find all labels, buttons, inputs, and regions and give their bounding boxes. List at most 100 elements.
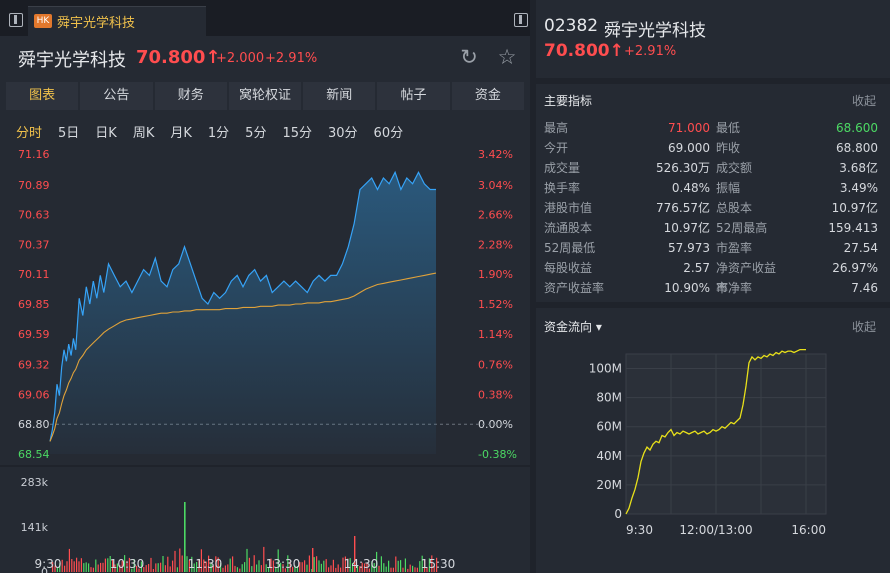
volume-bar xyxy=(383,563,385,572)
volume-bar xyxy=(380,556,382,572)
period-30min[interactable]: 30分 xyxy=(328,126,358,141)
tab-capital[interactable]: 资金 xyxy=(451,82,524,110)
time-tick-label: 10:30 xyxy=(110,557,145,571)
stock-change-pct: +2.91% xyxy=(265,51,318,66)
volume-bar xyxy=(388,560,390,572)
pct-tick-label: 3.42% xyxy=(478,148,513,161)
tab-strip: HK 舜宇光学科技 xyxy=(0,0,530,36)
volume-bar xyxy=(349,558,351,572)
time-tick-label: 11:30 xyxy=(188,557,223,571)
tab-warrants[interactable]: 窝轮权证 xyxy=(228,82,302,110)
period-1min[interactable]: 1分 xyxy=(207,126,230,141)
volume-bar xyxy=(205,561,207,572)
period-daily-k[interactable]: 日K xyxy=(95,126,117,141)
volume-bar xyxy=(251,566,253,572)
volume-bar xyxy=(436,557,438,572)
metric-label: 港股市值 xyxy=(544,201,593,215)
volume-bar xyxy=(224,565,226,572)
metric-value: 27.54 xyxy=(843,241,878,255)
metric-value: 159.413 xyxy=(828,221,878,235)
period-intraday[interactable]: 分时 xyxy=(16,126,43,141)
volume-bar xyxy=(335,567,337,572)
tab-chart[interactable]: 图表 xyxy=(6,82,79,110)
metric-value: 2.57 xyxy=(683,261,710,275)
volume-bar xyxy=(133,559,135,572)
period-15min[interactable]: 15分 xyxy=(282,126,312,141)
volume-bar xyxy=(191,556,193,572)
tab-news[interactable]: 新闻 xyxy=(303,82,376,110)
volume-bar xyxy=(68,548,70,572)
volume-bar xyxy=(131,568,133,572)
volume-bar xyxy=(431,555,433,572)
volume-bar xyxy=(277,549,279,572)
info-panel: 02382 舜宇光学科技 70.800↑ +2.91% 主要指标 收起 最高 71… xyxy=(536,0,890,573)
volume-bar xyxy=(268,567,270,572)
volume-bar xyxy=(76,557,78,572)
hk-market-badge: HK xyxy=(34,14,52,28)
time-tick-label: 14:30 xyxy=(344,557,379,571)
tab-posts[interactable]: 帖子 xyxy=(377,82,450,110)
metric-row: 每股收益 2.57 净资产收益率 26.97% xyxy=(544,258,878,295)
capital-flow-collapse-button[interactable]: 收起 xyxy=(851,320,876,334)
volume-bar xyxy=(424,559,426,572)
period-60min[interactable]: 60分 xyxy=(373,126,404,141)
favorite-star-icon[interactable]: ☆ xyxy=(497,45,517,69)
volume-bar xyxy=(95,559,97,572)
volume-bar xyxy=(359,566,361,572)
tab-financials[interactable]: 财务 xyxy=(154,82,227,110)
stock-tab[interactable]: HK 舜宇光学科技 xyxy=(28,6,206,36)
stock-price: 70.800↑ xyxy=(136,47,221,68)
capital-flow-title[interactable]: 资金流向 ▾ xyxy=(544,320,602,334)
volume-bar xyxy=(263,546,265,572)
tab-announcements[interactable]: 公告 xyxy=(80,82,153,110)
volume-bar xyxy=(304,560,306,572)
volume-bar xyxy=(176,567,178,572)
period-monthly-k[interactable]: 月K xyxy=(170,126,192,141)
price-tick-label: 71.16 xyxy=(18,148,50,161)
volume-bar xyxy=(373,563,375,572)
metric-value: 71.000 xyxy=(668,121,710,135)
volume-bar xyxy=(340,567,342,572)
volume-bar xyxy=(296,566,298,572)
sub-tab-bar: 图表 公告 财务 窝轮权证 新闻 帖子 资金 xyxy=(6,82,524,110)
period-5day[interactable]: 5日 xyxy=(58,126,80,141)
period-5min[interactable]: 5分 xyxy=(245,126,267,141)
volume-bar xyxy=(328,567,330,572)
metric-row: 52周最低 57.973 市盈率 27.54 xyxy=(544,238,878,258)
refresh-icon[interactable]: ↻ xyxy=(460,45,478,69)
volume-bar xyxy=(160,562,162,572)
metric-label: 最低 xyxy=(716,121,741,135)
volume-bar xyxy=(404,558,406,572)
left-panel-toggle-icon[interactable] xyxy=(9,13,23,27)
metric-label: 每股收益 xyxy=(544,261,593,275)
volume-bar xyxy=(150,557,152,572)
volume-bar xyxy=(88,563,90,572)
volume-bar xyxy=(347,558,349,572)
flow-x-tick: 9:30 xyxy=(626,523,653,537)
volume-bar xyxy=(164,565,166,572)
volume-bar xyxy=(275,567,277,572)
volume-bar xyxy=(172,560,174,572)
metric-row: 流通股本 10.97亿 52周最高 159.413 xyxy=(544,218,878,238)
volume-bar xyxy=(71,559,73,572)
intraday-chart[interactable]: 71.16 3.42% 70.89 3.04% 70.63 2.66% 70.37 2.28%… xyxy=(0,144,530,573)
volume-bar xyxy=(179,548,181,572)
volume-bar xyxy=(196,562,198,572)
volume-bar xyxy=(174,550,176,572)
volume-bar xyxy=(56,567,58,572)
metrics-title: 主要指标 xyxy=(544,94,593,108)
metric-label: 成交额 xyxy=(716,161,753,175)
volume-bar xyxy=(234,565,236,572)
flow-y-tick: 80M xyxy=(596,391,622,405)
volume-bar xyxy=(330,565,332,572)
volume-bar xyxy=(433,566,435,572)
metric-value: 57.973 xyxy=(668,241,710,255)
flow-x-tick: 16:00 xyxy=(791,523,826,537)
period-weekly-k[interactable]: 周K xyxy=(132,126,155,141)
volume-bar xyxy=(397,560,399,572)
metrics-collapse-button[interactable]: 收起 xyxy=(851,94,876,108)
volume-bar xyxy=(421,555,423,572)
right-panel-toggle-icon[interactable] xyxy=(514,13,528,27)
volume-bar xyxy=(112,560,114,572)
volume-bar xyxy=(248,557,250,572)
